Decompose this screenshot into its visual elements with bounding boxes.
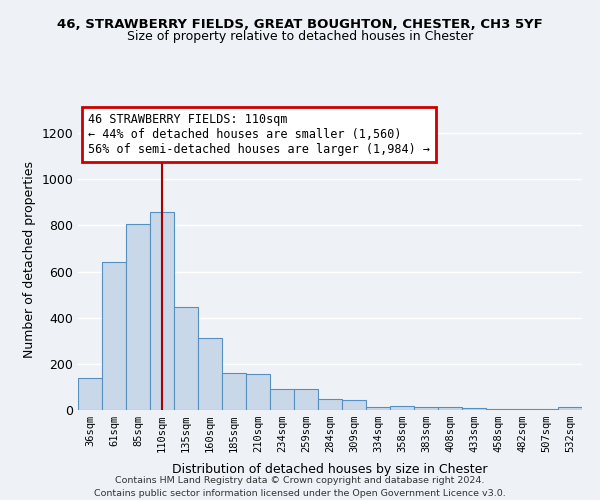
- Bar: [246, 374, 270, 410]
- Text: 46 STRAWBERRY FIELDS: 110sqm
← 44% of detached houses are smaller (1,560)
56% of: 46 STRAWBERRY FIELDS: 110sqm ← 44% of de…: [88, 113, 430, 156]
- Bar: [294, 389, 318, 410]
- Bar: [438, 408, 462, 410]
- X-axis label: Distribution of detached houses by size in Chester: Distribution of detached houses by size …: [172, 464, 488, 476]
- Bar: [78, 378, 102, 410]
- Text: Contains HM Land Registry data © Crown copyright and database right 2024.
Contai: Contains HM Land Registry data © Crown c…: [94, 476, 506, 498]
- Bar: [102, 262, 126, 410]
- Bar: [198, 338, 222, 410]
- Bar: [558, 407, 582, 410]
- Bar: [222, 373, 246, 410]
- Bar: [270, 389, 294, 410]
- Bar: [366, 406, 390, 410]
- Bar: [534, 409, 558, 410]
- Bar: [390, 406, 414, 410]
- Text: 46, STRAWBERRY FIELDS, GREAT BOUGHTON, CHESTER, CH3 5YF: 46, STRAWBERRY FIELDS, GREAT BOUGHTON, C…: [57, 18, 543, 30]
- Text: Size of property relative to detached houses in Chester: Size of property relative to detached ho…: [127, 30, 473, 43]
- Bar: [318, 399, 342, 410]
- Bar: [510, 409, 534, 410]
- Bar: [414, 407, 438, 410]
- Bar: [342, 400, 366, 410]
- Bar: [486, 409, 510, 410]
- Bar: [150, 212, 174, 410]
- Y-axis label: Number of detached properties: Number of detached properties: [23, 162, 36, 358]
- Bar: [174, 307, 198, 410]
- Bar: [462, 408, 486, 410]
- Bar: [126, 224, 150, 410]
